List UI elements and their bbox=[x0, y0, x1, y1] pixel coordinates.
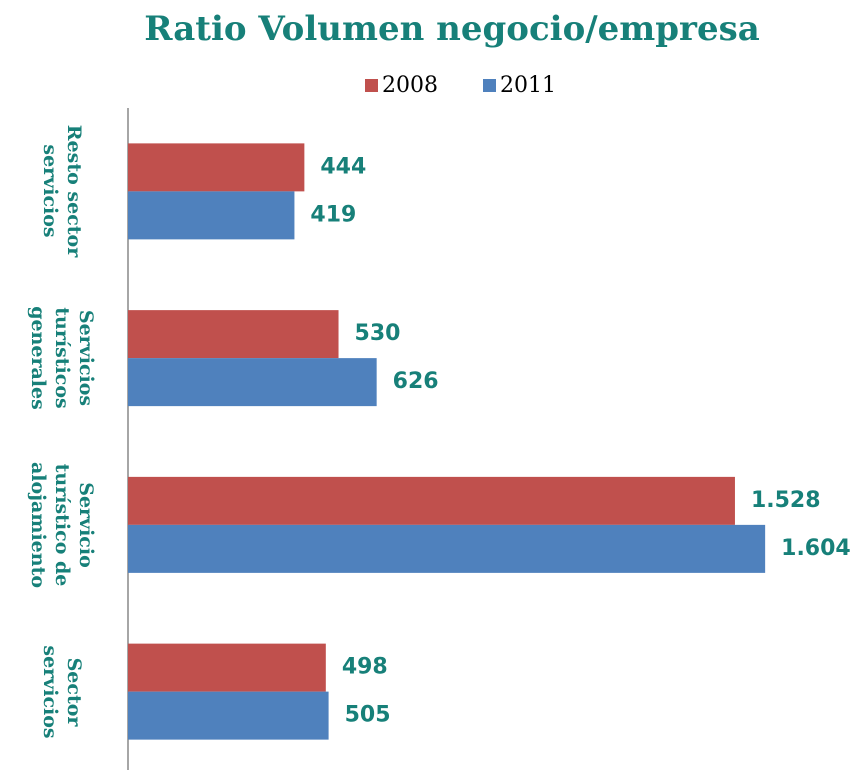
category-label: Sector servicios bbox=[39, 645, 85, 739]
bar bbox=[128, 191, 295, 240]
bar bbox=[128, 358, 377, 407]
bar bbox=[128, 643, 326, 692]
value-label: 444 bbox=[320, 154, 366, 179]
legend-label: 2008 bbox=[382, 73, 438, 98]
category-label: Servicios turísticos generales bbox=[27, 306, 97, 410]
bar bbox=[128, 143, 305, 192]
bar bbox=[128, 691, 329, 740]
value-label: 1.528 bbox=[751, 488, 821, 513]
bar bbox=[128, 310, 339, 359]
value-label: 530 bbox=[355, 321, 401, 346]
category-label: Resto sector servicios bbox=[39, 125, 85, 258]
value-label: 505 bbox=[345, 703, 391, 728]
legend-label: 2011 bbox=[500, 73, 556, 98]
chart-title: Ratio Volumen negocio/empresa bbox=[144, 9, 760, 49]
value-label: 419 bbox=[310, 202, 356, 227]
value-label: 626 bbox=[393, 369, 439, 394]
legend-swatch bbox=[483, 79, 496, 92]
bar bbox=[128, 524, 766, 573]
bar bbox=[128, 476, 735, 525]
legend-swatch bbox=[365, 79, 378, 92]
value-label: 1.604 bbox=[781, 536, 851, 561]
category-label: Servicio turístico de alojamiento bbox=[27, 461, 97, 588]
value-label: 498 bbox=[342, 655, 388, 680]
